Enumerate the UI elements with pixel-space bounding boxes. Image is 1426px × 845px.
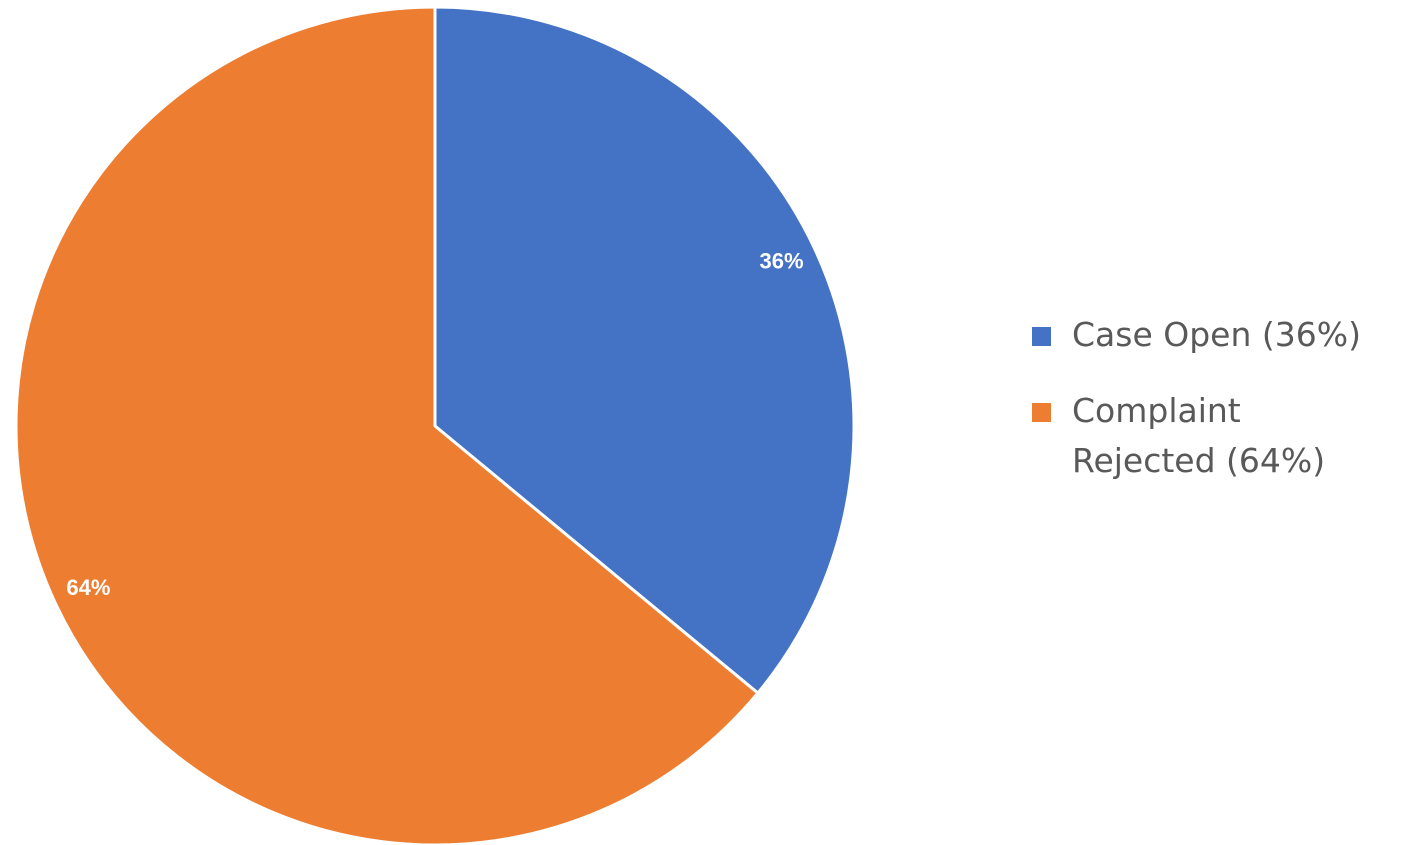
- data-label-complaint-rejected: 64%: [66, 575, 110, 600]
- pie-slices: [14, 5, 856, 845]
- pie-slice-case-open: [433, 5, 856, 695]
- data-label-case-open: 36%: [760, 249, 804, 274]
- chart-legend: Case Open (36%) Complaint Rejected (64%): [1032, 310, 1422, 512]
- legend-label-case-open: Case Open (36%): [1072, 315, 1361, 354]
- legend-swatch-complaint-rejected: [1032, 403, 1051, 422]
- legend-label-complaint-rejected: Complaint Rejected (64%): [1072, 391, 1326, 480]
- legend-item-complaint-rejected: Complaint Rejected (64%): [1032, 386, 1422, 486]
- legend-swatch-case-open: [1032, 327, 1051, 346]
- legend-item-case-open: Case Open (36%): [1032, 310, 1422, 360]
- pie-data-labels: 36% 64%: [66, 249, 803, 600]
- pie-slice-complaint-rejected: [14, 5, 760, 845]
